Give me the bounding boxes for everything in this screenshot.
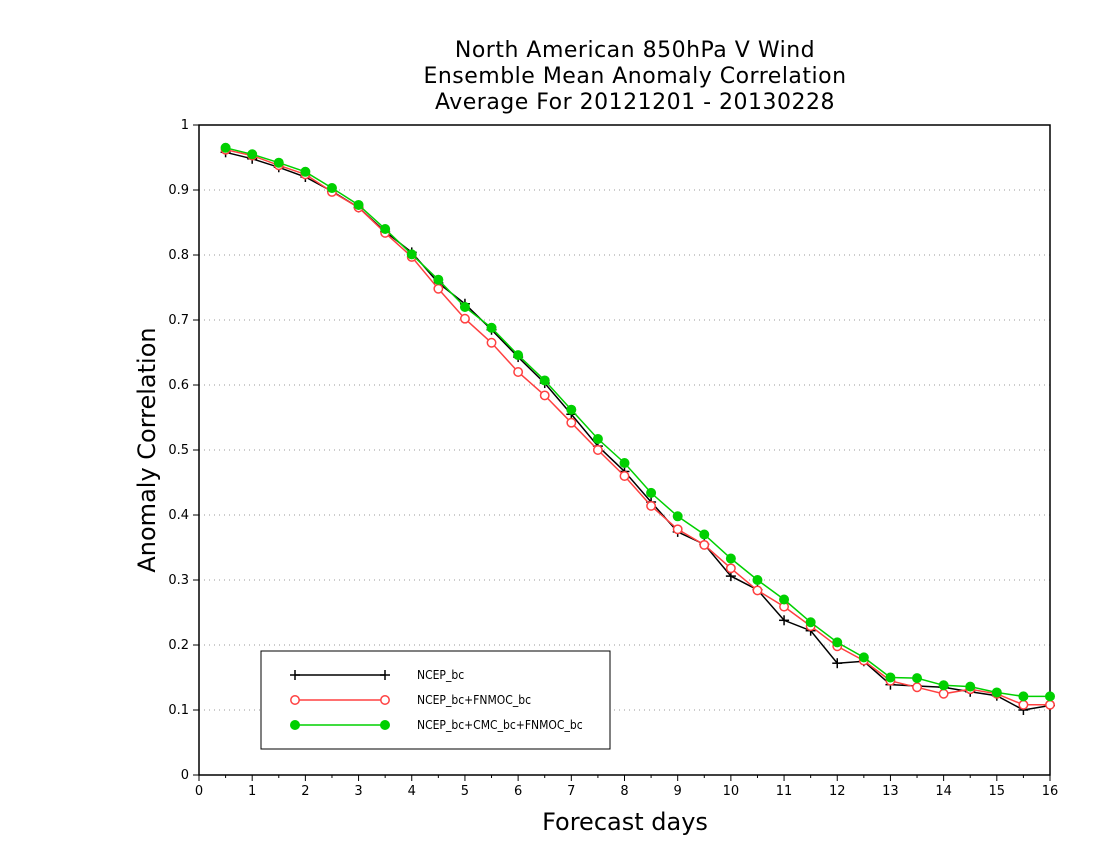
- x-tick-label: 5: [461, 784, 469, 799]
- legend-label-1: NCEP_bc: [417, 668, 464, 682]
- x-tick-label: 14: [935, 784, 952, 799]
- legend-marker-2: [290, 695, 300, 705]
- series-3-point: [247, 149, 258, 160]
- series-3-point: [273, 157, 284, 168]
- series-3-point: [353, 199, 364, 210]
- series-line-2: [225, 148, 1050, 706]
- series-2-point: [672, 524, 683, 535]
- y-tick-label: 0.6: [168, 378, 189, 393]
- chart-title-line-1: North American 850hPa V Wind: [454, 38, 816, 63]
- series-3-point: [912, 673, 923, 684]
- y-tick-label: 0.7: [168, 313, 189, 328]
- series-3-point: [326, 183, 337, 194]
- series-3-point: [805, 617, 816, 628]
- series-3-point: [991, 687, 1002, 698]
- x-tick-label: 2: [301, 784, 309, 799]
- y-tick-label: 0: [181, 768, 189, 783]
- series-2-point: [725, 563, 736, 574]
- series-3-point: [699, 529, 710, 540]
- series-3-point: [539, 375, 550, 386]
- series-3-point: [513, 350, 524, 361]
- series-3-point: [380, 224, 391, 234]
- series-2-point: [1018, 699, 1029, 710]
- series-3-point: [459, 302, 470, 312]
- series-2-point: [912, 682, 922, 693]
- x-tick-label: 11: [776, 784, 793, 799]
- series-line-3: [225, 147, 1050, 698]
- series-3-point: [220, 142, 231, 153]
- legend-marker-3: [380, 720, 390, 730]
- x-tick-label: 1: [248, 784, 256, 799]
- y-tick-label: 0.4: [168, 508, 189, 523]
- x-tick-label: 6: [514, 784, 522, 799]
- series-2-point: [459, 313, 470, 324]
- series-3-point: [592, 433, 603, 444]
- series-2-point: [486, 337, 497, 348]
- series-3-point: [779, 594, 790, 605]
- x-tick-label: 4: [408, 784, 416, 799]
- series-3-point: [566, 404, 577, 415]
- series-3-point: [433, 274, 444, 285]
- series-3-point: [619, 458, 630, 468]
- series-2-point: [752, 585, 763, 596]
- series-2-point: [433, 283, 444, 294]
- x-tick-label: 13: [882, 784, 899, 799]
- series-2-point: [539, 390, 550, 401]
- y-tick-label: 0.1: [168, 703, 189, 718]
- series-2-point: [1045, 699, 1055, 710]
- series-3-point: [832, 637, 843, 648]
- legend-marker-3: [290, 720, 300, 730]
- series-3-point: [938, 680, 949, 691]
- x-tick-label: 0: [195, 784, 203, 799]
- series-2-point: [646, 500, 657, 511]
- series-3-point: [672, 511, 683, 522]
- series-line-1: [225, 151, 1051, 711]
- series-3-point: [1018, 691, 1029, 702]
- legend-label-2: NCEP_bc+FNMOC_bc: [417, 693, 531, 707]
- series-3-point: [646, 487, 657, 498]
- chart-title-line-2: Ensemble Mean Anomaly Correlation: [423, 64, 847, 89]
- series-3-point: [300, 166, 311, 177]
- x-tick-label: 9: [674, 784, 682, 799]
- series-3-point: [486, 322, 497, 333]
- x-tick-label: 8: [620, 784, 628, 799]
- series-3-point: [752, 575, 763, 585]
- series-2-point: [592, 445, 603, 455]
- y-tick-label: 0.9: [168, 183, 189, 198]
- y-axis-label: Anomaly Correlation: [133, 327, 161, 573]
- y-tick-label: 0.3: [168, 573, 189, 588]
- x-tick-label: 10: [723, 784, 740, 799]
- series-2-point: [566, 417, 577, 428]
- y-tick-label: 0.2: [168, 638, 189, 653]
- x-tick-label: 3: [354, 784, 362, 799]
- x-tick-label: 16: [1042, 784, 1059, 799]
- series-3-point: [725, 553, 736, 564]
- y-tick-label: 0.5: [168, 443, 189, 458]
- series-3-point: [965, 681, 976, 692]
- x-tick-label: 12: [829, 784, 846, 799]
- series-3-point: [406, 249, 417, 260]
- series-3-point: [1045, 691, 1055, 702]
- x-tick-label: 7: [567, 784, 575, 799]
- series-2-point: [513, 367, 524, 377]
- series-2-point: [619, 471, 630, 481]
- x-axis-label: Forecast days: [542, 808, 708, 836]
- chart-title-line-3: Average For 20121201 - 20130228: [434, 90, 836, 115]
- series-3-point: [858, 652, 869, 663]
- series-2-point: [938, 688, 949, 699]
- x-tick-label: 15: [989, 784, 1006, 799]
- y-tick-label: 1: [181, 118, 189, 133]
- y-tick-label: 0.8: [168, 248, 189, 263]
- legend-marker-2: [380, 695, 390, 705]
- legend-label-3: NCEP_bc+CMC_bc+FNMOC_bc: [417, 718, 583, 732]
- series-3-point: [885, 672, 896, 683]
- series-2-point: [699, 539, 710, 550]
